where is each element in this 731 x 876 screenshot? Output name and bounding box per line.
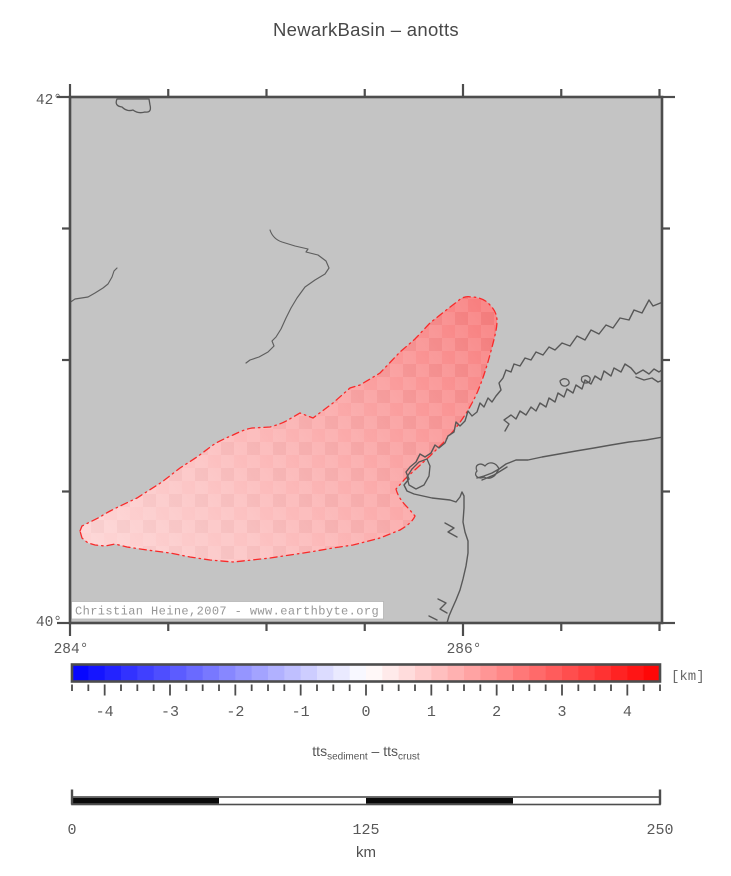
sound-islands	[559, 375, 591, 387]
colorbar-tick-label: 1	[427, 704, 436, 721]
colorbar-cell	[333, 664, 351, 682]
distance-scale-bar	[70, 789, 662, 806]
colorbar-cell	[562, 664, 579, 682]
newark-basin-grid-texture	[80, 296, 497, 562]
lat-label-42: 42°	[36, 93, 62, 109]
river-west	[70, 267, 118, 304]
scale-unit-label: km	[356, 844, 376, 861]
lon-label-286: 286°	[447, 642, 482, 658]
colorbar-cell	[382, 664, 400, 682]
colorbar-cell	[594, 664, 612, 682]
lake-outline	[115, 98, 152, 114]
colorbar-cell	[186, 664, 204, 682]
coastline-ct-nyc-nj	[403, 299, 662, 623]
colorbar-cell	[545, 664, 563, 682]
colorbar-tick-label: -3	[161, 704, 179, 721]
colorbar-frame	[70, 663, 662, 683]
colorbar-cell	[415, 664, 432, 682]
watermark-box	[71, 601, 384, 620]
colorbar-tick-label: -1	[292, 704, 310, 721]
lon-label-284: 284°	[54, 642, 89, 658]
coastline-long-island-fork	[635, 376, 662, 383]
coastline-long-island-south	[476, 436, 662, 479]
colorbar-unit-label: [km]	[671, 669, 705, 685]
colorbar-cell	[496, 664, 514, 682]
colorbar-cell	[529, 664, 547, 682]
colorbar-cell	[300, 664, 318, 682]
scale-label-250: 250	[646, 822, 673, 839]
scale-label-125: 125	[352, 822, 379, 839]
colorbar-cell	[627, 664, 645, 682]
scale-bar-black-segment	[72, 797, 219, 804]
colorbar-cell	[447, 664, 465, 682]
colorbar-cell	[349, 664, 367, 682]
rockaway-spit	[481, 466, 508, 481]
staten-island-outline	[406, 458, 431, 490]
colorbar-tick-label: -2	[226, 704, 244, 721]
colorbar-tick-label: 0	[361, 704, 370, 721]
newark-basin-outline	[79, 295, 498, 563]
colorbar-cell	[284, 664, 302, 682]
river-delaware	[245, 229, 330, 364]
colorbar-cell	[72, 664, 89, 682]
colorbar-cell	[464, 664, 481, 682]
colorbar-cell	[611, 664, 628, 682]
lat-label-40: 40°	[36, 615, 62, 631]
scale-label-0: 0	[67, 822, 76, 839]
map-frame-ticks	[57, 84, 675, 636]
map-frame	[68, 95, 664, 625]
nj-coast-inlets	[428, 522, 458, 621]
map-geography: Christian Heine,2007 - www.earthbyte.org	[70, 98, 662, 623]
colorbar-tick-label: 2	[492, 704, 501, 721]
colorbar-cell	[480, 664, 498, 682]
watermark-text: Christian Heine,2007 - www.earthbyte.org	[75, 605, 379, 619]
colorbar-quantity-label: ttssediment – ttscrust	[312, 743, 420, 763]
colorbar-cell	[88, 664, 106, 682]
colorbar-tick-label: -4	[96, 704, 114, 721]
colorbar-tick-label: 3	[557, 704, 566, 721]
jamaica-bay-outline	[474, 462, 500, 479]
colorbar: -4 -3 -2 -1 0 1 2 3 4	[71, 664, 661, 721]
colorbar-cell	[137, 664, 155, 682]
colorbar-cell	[202, 664, 220, 682]
colorbar-cell	[366, 664, 383, 682]
colorbar-cell	[513, 664, 530, 682]
coastline-long-island-north	[503, 363, 662, 432]
colorbar-cell	[643, 664, 661, 682]
colorbar-cell	[121, 664, 138, 682]
colorbar-cell	[235, 664, 253, 682]
colorbar-cell	[578, 664, 596, 682]
colorbar-cell	[317, 664, 334, 682]
figure-title: NewarkBasin – anotts	[273, 19, 459, 40]
colorbar-cell	[251, 664, 269, 682]
colorbar-cell	[268, 664, 285, 682]
colorbar-cell	[170, 664, 187, 682]
colorbar-tick-label: 4	[623, 704, 632, 721]
colorbar-cell	[431, 664, 449, 682]
scale-bar-black-segment	[366, 797, 513, 804]
colorbar-cell	[398, 664, 416, 682]
colorbar-cell	[104, 664, 122, 682]
colorbar-cell	[219, 664, 236, 682]
colorbar-cell	[153, 664, 171, 682]
